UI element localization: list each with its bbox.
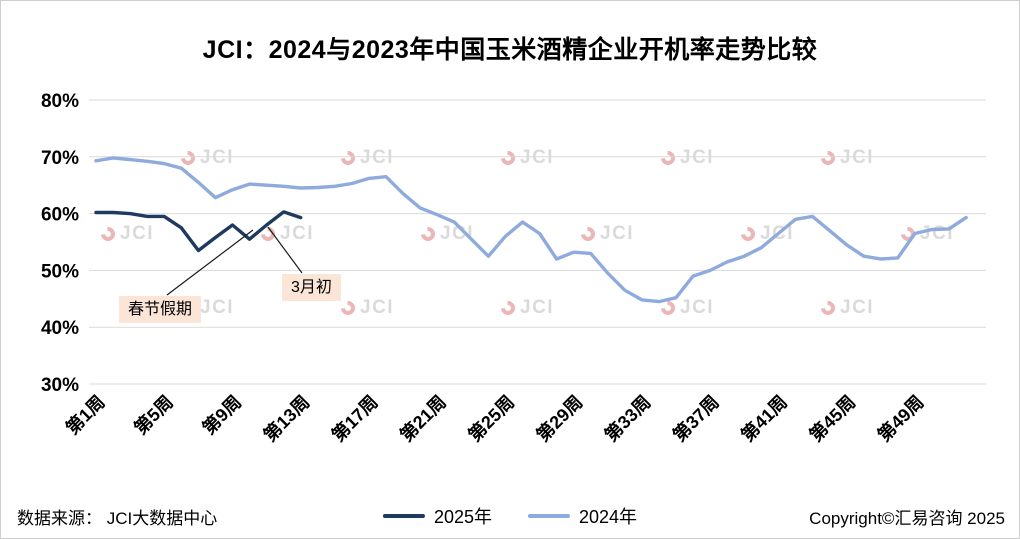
jci-watermark-text: JCI — [280, 223, 315, 244]
x-axis-tick-label: 第17周 — [327, 391, 381, 445]
copyright-text: Copyright©汇易咨询 2025 — [809, 509, 1005, 528]
y-axis-tick-label: 70% — [41, 148, 79, 169]
jci-watermark-text: JCI — [600, 223, 635, 244]
y-axis-tick-label: 50% — [41, 261, 79, 282]
x-axis-tick-label: 第5周 — [130, 391, 177, 438]
series-line-2024年 — [94, 156, 968, 304]
jci-watermark-text: JCI — [520, 297, 555, 318]
legend-item-2025: 2025年 — [382, 503, 492, 529]
y-axis-tick-label: 40% — [41, 318, 79, 339]
jci-watermark: JCI — [498, 297, 555, 319]
jci-watermark: JCI — [98, 223, 155, 245]
legend-item-2024: 2024年 — [528, 503, 637, 529]
jci-watermark: JCI — [498, 147, 555, 169]
legend-line-2024-swatch — [528, 514, 570, 518]
jci-watermark-text: JCI — [440, 223, 475, 244]
jci-watermark-text: JCI — [200, 147, 235, 168]
jci-watermark: JCI — [658, 297, 715, 319]
y-axis-tick-label: 30% — [41, 375, 79, 396]
chart-canvas: 80%70%60%50%40%30%第1周 第5周 第9周 第13周 第17周 第21周第… — [41, 91, 986, 445]
series-line-2025年 — [94, 210, 303, 253]
y-axis-tick-label: 80% — [41, 91, 79, 112]
jci-watermark-text: JCI — [120, 223, 155, 244]
annotation-pointer-early-march — [267, 226, 303, 274]
chart-title: JCI：2024与2023年中国玉米酒精企业开机率走势比较 — [202, 36, 818, 64]
jci-watermark: JCI — [178, 297, 235, 319]
x-axis-tick-label: 第9周 — [198, 391, 245, 438]
x-axis-tick-label: 第21周 — [396, 391, 450, 445]
jci-watermark-text: JCI — [360, 297, 395, 318]
jci-watermark-text: JCI — [680, 297, 715, 318]
x-axis-tick-label: 第25周 — [464, 391, 518, 445]
x-axis-tick-label: 第1周 — [61, 391, 108, 438]
jci-watermark: JCI — [578, 223, 635, 245]
jci-watermark: JCI — [818, 147, 875, 169]
jci-watermark: JCI — [818, 297, 875, 319]
jci-watermark: JCI — [178, 147, 235, 169]
jci-watermark-text: JCI — [840, 147, 875, 168]
x-axis-tick-label: 第29周 — [532, 391, 586, 445]
jci-watermark-text: JCI — [520, 147, 555, 168]
jci-watermark: JCI — [418, 223, 475, 245]
jci-watermark-text: JCI — [840, 297, 875, 318]
jci-watermark: JCI — [338, 147, 395, 169]
legend: 2025年 2024年 — [382, 503, 637, 529]
legend-label-2024: 2024年 — [579, 507, 638, 527]
jci-watermark-text: JCI — [680, 147, 715, 168]
jci-watermark-text: JCI — [360, 147, 395, 168]
x-axis-tick-label: 第45周 — [805, 391, 859, 445]
x-axis-tick-label: 第13周 — [259, 391, 313, 445]
jci-watermark: JCI — [338, 297, 395, 319]
x-axis-tick-label: 第37周 — [669, 391, 723, 445]
legend-line-2025-swatch — [382, 514, 425, 518]
annotation-pointer-spring-festival-holiday — [166, 229, 254, 296]
data-source-text: 数据来源： JCI大数据中心 — [17, 509, 218, 528]
jci-watermark: JCI — [658, 147, 715, 169]
x-axis-tick-label: 第49周 — [873, 391, 927, 445]
jci-watermark-text: JCI — [200, 297, 235, 318]
x-axis-tick-label: 第33周 — [600, 391, 654, 445]
x-axis-tick-label: 第41周 — [737, 391, 791, 445]
y-axis-tick-label: 60% — [41, 205, 79, 226]
legend-label-2025: 2025年 — [433, 507, 492, 527]
jci-watermark: JCI — [258, 223, 315, 245]
